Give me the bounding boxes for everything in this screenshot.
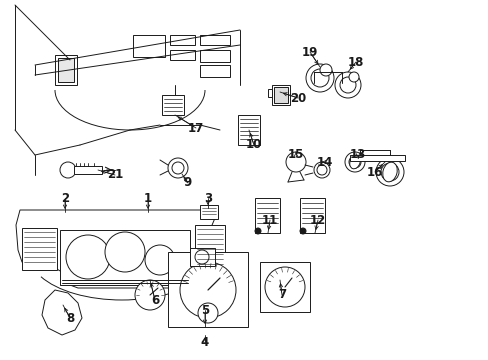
Text: 21: 21 bbox=[107, 168, 123, 181]
Circle shape bbox=[345, 152, 364, 172]
Circle shape bbox=[254, 228, 261, 234]
Text: 16: 16 bbox=[366, 166, 383, 179]
Circle shape bbox=[313, 162, 329, 178]
Text: 9: 9 bbox=[183, 176, 192, 189]
Bar bbox=[260, 262, 309, 312]
Text: 14: 14 bbox=[316, 156, 332, 168]
Text: 3: 3 bbox=[203, 192, 212, 204]
Text: 17: 17 bbox=[187, 122, 203, 135]
Bar bbox=[200, 205, 218, 219]
Bar bbox=[195, 225, 224, 270]
Bar bbox=[349, 155, 404, 161]
Ellipse shape bbox=[145, 245, 175, 275]
Bar bbox=[271, 85, 289, 105]
Circle shape bbox=[285, 152, 305, 172]
Bar bbox=[55, 55, 77, 85]
Circle shape bbox=[195, 250, 208, 264]
Text: 7: 7 bbox=[277, 288, 285, 302]
Bar bbox=[133, 35, 164, 57]
Circle shape bbox=[168, 158, 187, 178]
Bar bbox=[60, 230, 190, 285]
Circle shape bbox=[60, 162, 76, 178]
Circle shape bbox=[135, 280, 164, 310]
Circle shape bbox=[264, 267, 305, 307]
Bar bbox=[273, 87, 287, 103]
Circle shape bbox=[334, 72, 360, 98]
Text: 18: 18 bbox=[347, 55, 364, 68]
Circle shape bbox=[380, 163, 398, 181]
Ellipse shape bbox=[382, 162, 396, 182]
Text: 15: 15 bbox=[287, 148, 304, 162]
Text: 1: 1 bbox=[143, 192, 152, 204]
Bar bbox=[200, 35, 229, 45]
Text: 19: 19 bbox=[301, 45, 318, 58]
Circle shape bbox=[198, 303, 218, 323]
Circle shape bbox=[316, 165, 326, 175]
Text: 12: 12 bbox=[309, 213, 325, 226]
Polygon shape bbox=[16, 210, 227, 288]
Circle shape bbox=[375, 158, 403, 186]
Text: 10: 10 bbox=[245, 139, 262, 152]
Text: 20: 20 bbox=[289, 91, 305, 104]
Bar bbox=[254, 198, 280, 233]
Bar bbox=[74, 166, 102, 174]
Text: 4: 4 bbox=[201, 336, 209, 348]
Bar bbox=[200, 50, 229, 62]
Text: 8: 8 bbox=[66, 311, 74, 324]
Bar bbox=[299, 198, 325, 233]
Bar bbox=[168, 252, 247, 327]
Bar bbox=[170, 35, 195, 45]
Circle shape bbox=[305, 64, 333, 92]
Text: 5: 5 bbox=[201, 303, 209, 316]
Circle shape bbox=[180, 262, 236, 318]
Circle shape bbox=[172, 162, 183, 174]
Bar bbox=[170, 50, 195, 60]
Circle shape bbox=[339, 77, 355, 93]
Bar bbox=[190, 248, 215, 266]
Bar bbox=[22, 228, 57, 270]
Bar bbox=[58, 58, 74, 82]
Text: 13: 13 bbox=[349, 148, 366, 162]
Circle shape bbox=[348, 72, 358, 82]
Text: 6: 6 bbox=[151, 293, 159, 306]
Circle shape bbox=[310, 69, 328, 87]
Ellipse shape bbox=[66, 235, 110, 279]
Bar bbox=[238, 115, 260, 145]
Circle shape bbox=[319, 64, 331, 76]
Circle shape bbox=[348, 156, 360, 168]
Bar bbox=[162, 95, 183, 115]
Bar bbox=[267, 89, 271, 97]
Polygon shape bbox=[42, 290, 82, 335]
Bar bbox=[200, 65, 229, 77]
Text: 11: 11 bbox=[262, 213, 278, 226]
Text: 2: 2 bbox=[61, 192, 69, 204]
Ellipse shape bbox=[105, 232, 145, 272]
Circle shape bbox=[299, 228, 305, 234]
Ellipse shape bbox=[349, 155, 360, 169]
